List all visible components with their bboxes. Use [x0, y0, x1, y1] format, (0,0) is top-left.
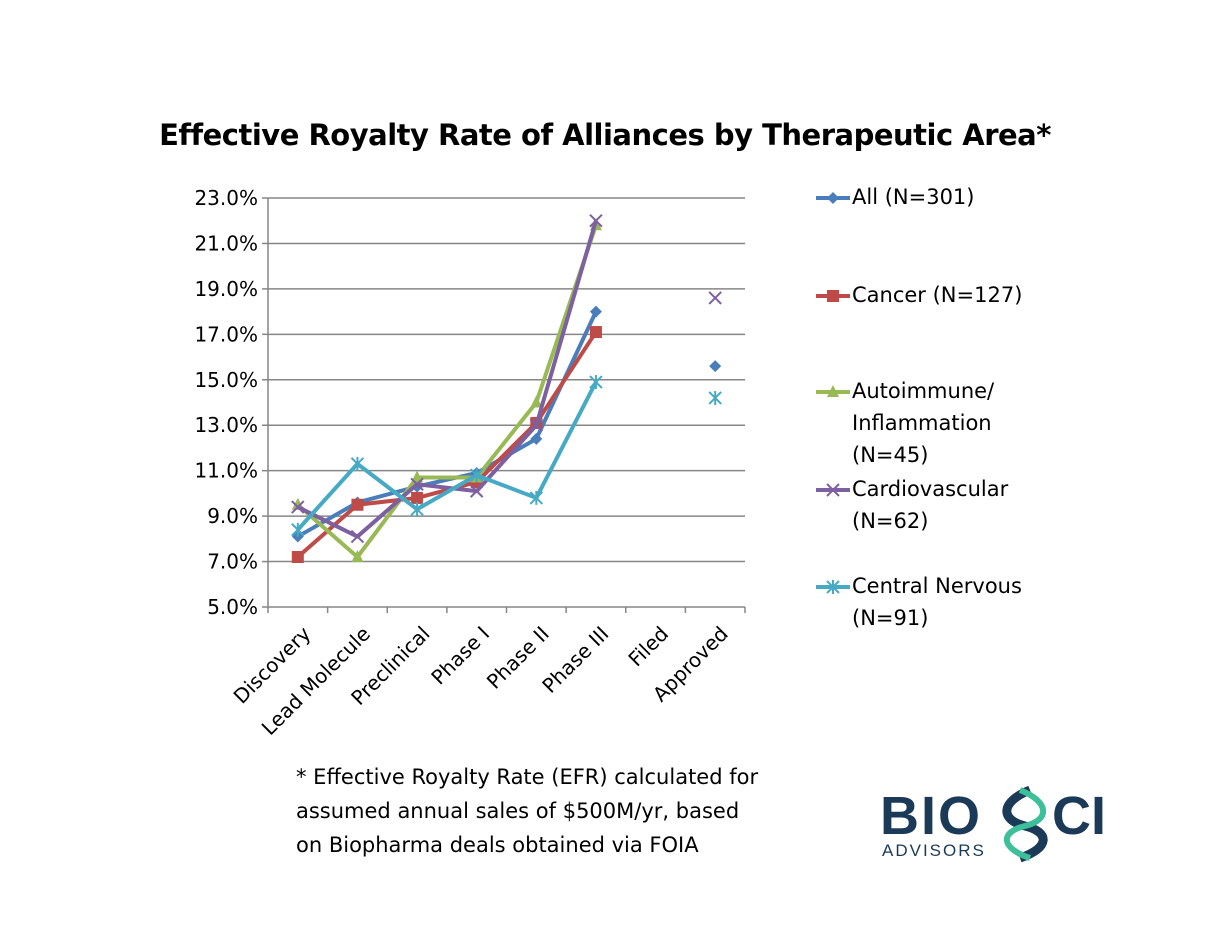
series-line — [296, 220, 598, 539]
legend-label-line: Central Nervous — [852, 574, 1022, 598]
legend-label: Cardiovascular (N=62) — [852, 473, 1008, 537]
data-point — [411, 491, 424, 504]
series-line — [296, 310, 598, 539]
y-tick-label: 7.0% — [207, 550, 258, 574]
data-point — [291, 551, 304, 564]
footnote-line: * Effective Royalty Rate (EFR) calculate… — [296, 765, 759, 789]
data-point — [350, 456, 365, 471]
y-tick-label: 9.0% — [207, 504, 258, 528]
svg-text:CI: CI — [1052, 786, 1106, 846]
legend-label-line: (N=91) — [852, 606, 929, 630]
chart-title: Effective Royalty Rate of Alliances by T… — [159, 118, 1051, 152]
data-point — [351, 550, 364, 563]
footnote-line: assumed annual sales of $500M/yr, based — [296, 799, 740, 823]
footnote-line: on Biopharma deals obtained via FOIA — [296, 833, 699, 857]
data-point — [351, 498, 364, 511]
data-point — [530, 395, 543, 408]
data-point — [708, 390, 722, 405]
y-tick-label: 5.0% — [207, 595, 258, 619]
legend-marker — [827, 385, 839, 397]
data-point — [410, 477, 424, 492]
legend-label-line: Autoimmune/ — [852, 379, 995, 403]
legend-marker — [826, 483, 840, 497]
data-point — [529, 490, 544, 505]
data-point — [411, 470, 424, 483]
legend-label-line: Inflammation — [852, 411, 992, 435]
data-point — [589, 305, 602, 318]
legend-marker — [827, 192, 839, 204]
biosci-logo: BIO CI ADVISORS — [880, 785, 1106, 862]
legend-label-line: Cardiovascular — [852, 477, 1009, 501]
data-point — [291, 500, 305, 514]
data-point — [410, 502, 424, 517]
legend-label-line: Cancer (N=127) — [852, 283, 1023, 307]
data-point — [529, 418, 544, 432]
x-tick-label: Phase III — [537, 622, 613, 698]
legend-marker — [826, 580, 840, 594]
footnote: * Effective Royalty Rate (EFR) calculate… — [296, 760, 758, 862]
data-point — [291, 522, 305, 537]
data-point — [589, 375, 603, 390]
data-point — [589, 326, 602, 339]
data-point — [589, 214, 603, 228]
legend-label: Central Nervous (N=91) — [852, 570, 1022, 634]
legend-marker — [827, 290, 839, 302]
data-point — [469, 484, 484, 498]
y-tick-label: 11.0% — [194, 459, 258, 483]
series-line — [296, 381, 598, 532]
y-tick-label: 21.0% — [194, 231, 258, 255]
y-tick-label: 23.0% — [194, 186, 258, 210]
logo-subtext: ADVISORS — [882, 841, 986, 860]
y-tick-label: 17.0% — [194, 322, 258, 346]
data-point — [350, 529, 365, 544]
y-tick-label: 19.0% — [194, 277, 258, 301]
data-point — [708, 291, 722, 305]
legend-label-line: All (N=301) — [852, 185, 975, 209]
legend-label: All (N=301) — [852, 181, 974, 213]
y-tick-label: 13.0% — [194, 413, 258, 437]
svg-text:BIO: BIO — [880, 786, 982, 846]
x-tick-label: Filed — [623, 622, 673, 672]
data-point — [530, 432, 543, 445]
legend-label-line: (N=45) — [852, 443, 929, 467]
data-point — [469, 468, 484, 483]
legend-label: Cancer (N=127) — [852, 279, 1022, 311]
legend-label-line: (N=62) — [852, 509, 929, 533]
legend-label: Autoimmune/Inflammation (N=45) — [852, 375, 994, 471]
data-point — [709, 360, 722, 373]
y-tick-label: 15.0% — [194, 368, 258, 392]
series-line — [296, 330, 598, 559]
series-line — [296, 224, 598, 560]
